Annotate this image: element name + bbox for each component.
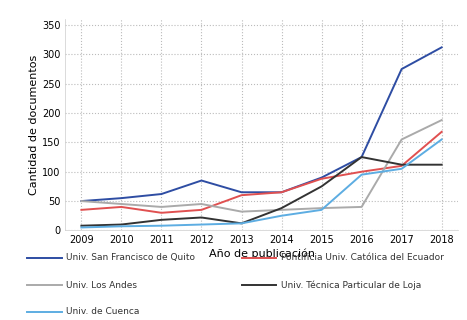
Univ. Los Andes bbox=[319, 206, 325, 210]
Univ. Los Andes bbox=[279, 208, 284, 212]
Univ. de Cuenca bbox=[78, 226, 84, 229]
Univ. Los Andes bbox=[119, 202, 124, 206]
Univ. San Francisco de Quito bbox=[319, 176, 325, 180]
Univ. San Francisco de Quito bbox=[279, 190, 284, 194]
Text: Pontificia Univ. Católica del Ecuador: Pontificia Univ. Católica del Ecuador bbox=[281, 253, 444, 262]
Univ. de Cuenca bbox=[439, 138, 445, 141]
Univ. de Cuenca bbox=[198, 223, 204, 227]
Univ. Técnica Particular de Loja bbox=[399, 163, 404, 167]
Pontificia Univ. Católica del Ecuador bbox=[279, 190, 284, 194]
Univ. Técnica Particular de Loja bbox=[159, 218, 164, 222]
Pontificia Univ. Católica del Ecuador bbox=[78, 208, 84, 212]
Univ. San Francisco de Quito bbox=[439, 45, 445, 49]
Univ. Técnica Particular de Loja bbox=[119, 223, 124, 227]
Univ. Técnica Particular de Loja bbox=[319, 184, 325, 188]
Univ. de Cuenca bbox=[319, 208, 325, 212]
Univ. San Francisco de Quito bbox=[399, 67, 404, 71]
Univ. Los Andes bbox=[159, 205, 164, 209]
Univ. de Cuenca bbox=[119, 224, 124, 228]
Line: Univ. Los Andes: Univ. Los Andes bbox=[81, 120, 442, 212]
Univ. Los Andes bbox=[78, 199, 84, 203]
Univ. San Francisco de Quito bbox=[159, 192, 164, 196]
Line: Pontificia Univ. Católica del Ecuador: Pontificia Univ. Católica del Ecuador bbox=[81, 132, 442, 213]
Univ. Técnica Particular de Loja bbox=[78, 224, 84, 228]
Univ. Los Andes bbox=[359, 205, 364, 209]
Univ. de Cuenca bbox=[399, 167, 404, 171]
Univ. Los Andes bbox=[439, 118, 445, 122]
Line: Univ. San Francisco de Quito: Univ. San Francisco de Quito bbox=[81, 47, 442, 201]
Pontificia Univ. Católica del Ecuador bbox=[359, 170, 364, 174]
Univ. de Cuenca bbox=[159, 224, 164, 228]
Univ. de Cuenca bbox=[239, 221, 244, 225]
Univ. de Cuenca bbox=[279, 214, 284, 218]
Line: Univ. de Cuenca: Univ. de Cuenca bbox=[81, 140, 442, 228]
Pontificia Univ. Católica del Ecuador bbox=[119, 205, 124, 209]
Y-axis label: Cantidad de documentos: Cantidad de documentos bbox=[29, 55, 39, 195]
Univ. Técnica Particular de Loja bbox=[198, 216, 204, 220]
Text: Univ. de Cuenca: Univ. de Cuenca bbox=[66, 307, 139, 316]
Univ. Técnica Particular de Loja bbox=[239, 221, 244, 225]
Univ. Los Andes bbox=[239, 210, 244, 213]
Univ. San Francisco de Quito bbox=[119, 196, 124, 200]
Pontificia Univ. Católica del Ecuador bbox=[198, 208, 204, 212]
Univ. San Francisco de Quito bbox=[78, 199, 84, 203]
X-axis label: Año de publicación: Año de publicación bbox=[209, 248, 314, 259]
Pontificia Univ. Católica del Ecuador bbox=[439, 130, 445, 134]
Univ. San Francisco de Quito bbox=[359, 155, 364, 159]
Univ. Los Andes bbox=[399, 138, 404, 141]
Text: Univ. Los Andes: Univ. Los Andes bbox=[66, 281, 137, 290]
Univ. de Cuenca bbox=[359, 173, 364, 177]
Univ. San Francisco de Quito bbox=[198, 179, 204, 182]
Univ. Técnica Particular de Loja bbox=[439, 163, 445, 167]
Pontificia Univ. Católica del Ecuador bbox=[319, 177, 325, 181]
Univ. Técnica Particular de Loja bbox=[279, 206, 284, 210]
Text: Univ. Técnica Particular de Loja: Univ. Técnica Particular de Loja bbox=[281, 280, 421, 290]
Text: Univ. San Francisco de Quito: Univ. San Francisco de Quito bbox=[66, 253, 195, 262]
Pontificia Univ. Católica del Ecuador bbox=[239, 193, 244, 197]
Pontificia Univ. Católica del Ecuador bbox=[159, 211, 164, 215]
Univ. Técnica Particular de Loja bbox=[359, 155, 364, 159]
Pontificia Univ. Católica del Ecuador bbox=[399, 164, 404, 168]
Line: Univ. Técnica Particular de Loja: Univ. Técnica Particular de Loja bbox=[81, 157, 442, 226]
Univ. San Francisco de Quito bbox=[239, 190, 244, 194]
Univ. Los Andes bbox=[198, 202, 204, 206]
